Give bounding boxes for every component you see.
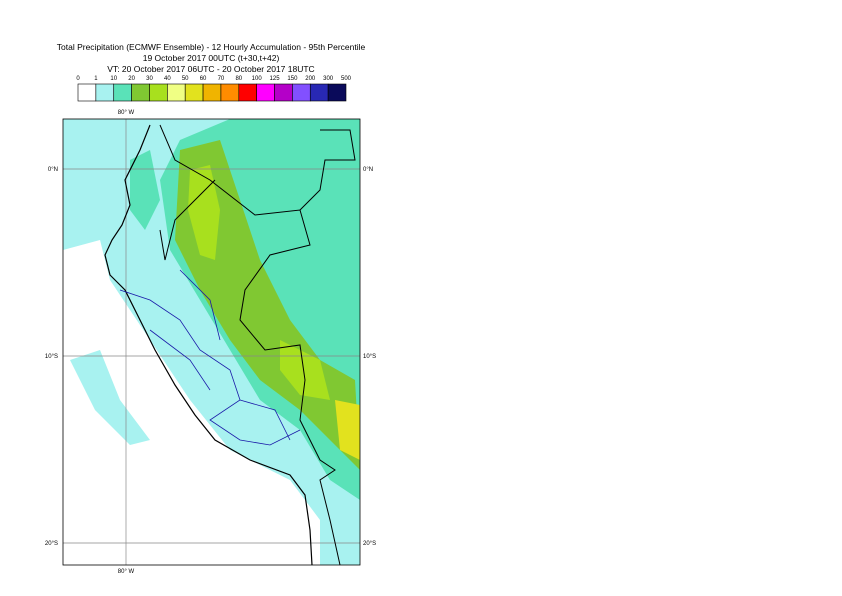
legend-swatch [292, 83, 311, 102]
legend-label: 300 [323, 76, 334, 82]
precip-zone [130, 150, 160, 230]
legend-swatch [77, 83, 97, 102]
legend-label: 60 [200, 76, 207, 82]
lat-label: 20°S [363, 541, 376, 547]
precip-zone [335, 400, 360, 460]
lat-label: 10°S [363, 354, 376, 360]
legend-label: 125 [270, 76, 281, 82]
lat-label: 0°N [48, 167, 58, 173]
subtitle: 19 October 2017 00UTC (t+30,t+42) [143, 53, 280, 63]
legend-label: 100 [252, 76, 263, 82]
legend-label: 80 [235, 76, 242, 82]
legend-label: 30 [146, 76, 153, 82]
legend-label: 500 [341, 76, 352, 82]
country-border [159, 129, 356, 261]
legend-swatch [184, 83, 204, 102]
legend-swatch [202, 83, 222, 102]
map-frame [62, 118, 361, 566]
precip-zone [280, 340, 330, 400]
legend-swatch [309, 83, 329, 102]
legend-swatch [149, 83, 168, 102]
legend-swatch [131, 83, 150, 102]
legend-label: 20 [128, 76, 135, 82]
legend-label: 50 [182, 76, 189, 82]
legend-label: 10 [110, 76, 117, 82]
legend-swatch [220, 83, 240, 102]
title: Total Precipitation (ECMWF Ensemble) - 1… [57, 42, 366, 52]
legend-swatch [167, 83, 186, 102]
precip-zone [188, 165, 220, 260]
lat-label: 10°S [45, 354, 58, 360]
legend-label: 1 [94, 76, 98, 82]
legend-label: 0 [76, 76, 80, 82]
country-border [159, 124, 341, 565]
legend-swatch [256, 83, 275, 102]
valid-time: VT: 20 October 2017 06UTC - 20 October 2… [107, 64, 314, 74]
regional-borders [119, 269, 301, 446]
lon-label: 80° W [118, 569, 135, 575]
map [63, 119, 360, 565]
legend-swatch [274, 83, 293, 102]
lat-label: 20°S [45, 541, 58, 547]
lat-labels: 0°N 0°N 10°S 10°S 20°S 20°S [45, 167, 376, 547]
legend-label: 150 [287, 76, 298, 82]
legend-swatch [95, 83, 115, 102]
lat-label: 0°N [363, 167, 373, 173]
dry-ocean [63, 240, 320, 565]
legend-swatch [113, 83, 132, 102]
legend-swatch [327, 83, 347, 102]
legend-label: 40 [164, 76, 171, 82]
ocean-precip [70, 350, 150, 445]
lon-label: 80° W [118, 110, 135, 116]
legend-label: 70 [218, 76, 225, 82]
legend-label: 200 [305, 76, 316, 82]
legend: 0 1 10 20 30 40 50 60 70 80 100 125 150 200 300 500 [76, 76, 352, 102]
legend-swatch [238, 83, 257, 102]
coastline [104, 124, 313, 565]
